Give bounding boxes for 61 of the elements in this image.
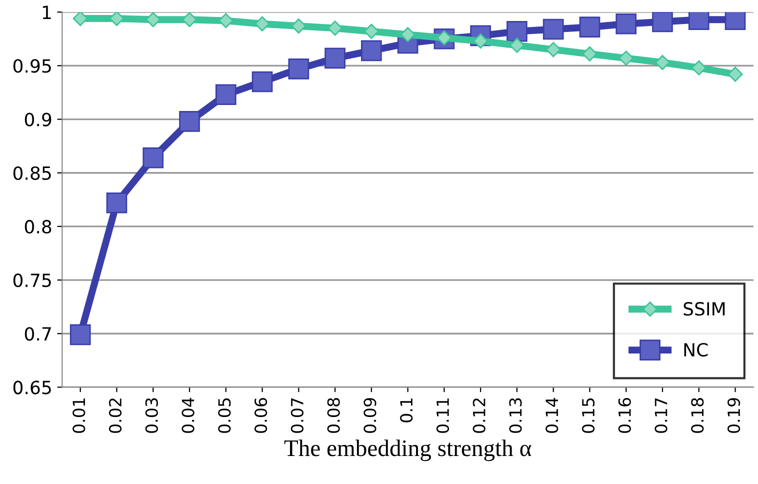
- point: [252, 71, 273, 92]
- point: [70, 324, 91, 346]
- point: [691, 60, 706, 76]
- y-tick-label: 0.75: [13, 273, 51, 288]
- point: [288, 58, 310, 80]
- point: [142, 147, 164, 168]
- point: [218, 13, 234, 28]
- x-tick-label: 0.03: [145, 398, 158, 433]
- point: [509, 38, 525, 53]
- point: [182, 12, 198, 28]
- x-tick-label: 0.18: [691, 398, 704, 433]
- y-tick-label: 1: [42, 6, 51, 19]
- x-tick-label: 0.16: [618, 398, 631, 433]
- x-tick-label: 0.19: [727, 398, 740, 433]
- x-tick-label: 0.06: [254, 398, 268, 433]
- x-tick-label: 0.17: [654, 398, 668, 433]
- y-tick-label: 0.7: [24, 327, 51, 341]
- point: [72, 12, 88, 26]
- point: [616, 13, 637, 34]
- x-tick-label: 0.04: [182, 398, 194, 433]
- x-tick-label: 0.15: [582, 398, 595, 433]
- point: [327, 20, 343, 36]
- point: [364, 24, 379, 39]
- point: [291, 18, 306, 34]
- point: [324, 48, 346, 69]
- y-tick-label: 0.65: [13, 380, 51, 394]
- point: [361, 40, 382, 62]
- x-tick-label: 0.02: [108, 398, 122, 433]
- point: [506, 20, 528, 42]
- point: [179, 111, 200, 132]
- x-tick-label: 0.07: [290, 398, 304, 433]
- x-tick-label: 0.13: [509, 398, 522, 433]
- y-tick-label: 0.8: [24, 220, 52, 234]
- point: [400, 27, 416, 42]
- x-tick-label: 0.11: [436, 398, 450, 433]
- y-tick-label: 0.9: [24, 112, 52, 126]
- x-tick-label: 0.09: [364, 398, 376, 433]
- point: [215, 84, 236, 106]
- x-tick-label: 0.12: [472, 398, 486, 433]
- point: [652, 12, 673, 32]
- y-tick-label: 0.85: [13, 166, 51, 180]
- point: [254, 16, 270, 32]
- x-tick-label: 0.08: [327, 398, 340, 433]
- legend-label: NC: [684, 342, 708, 357]
- point: [618, 50, 634, 66]
- point: [728, 66, 743, 82]
- x-tick-label: 0.1: [400, 398, 413, 422]
- point: [109, 12, 124, 26]
- x-tick-label: 0.14: [546, 398, 558, 433]
- y-tick-label: 0.95: [13, 59, 51, 73]
- point: [106, 192, 128, 214]
- point: [579, 16, 600, 38]
- point: [582, 46, 598, 62]
- x-axis-title: The embedding strength α: [284, 440, 532, 462]
- point: [546, 42, 561, 58]
- x-tick-label: 0.05: [218, 398, 231, 433]
- point: [654, 54, 670, 70]
- x-tick-label: 0.01: [72, 398, 86, 433]
- legend-label: SSIM: [684, 302, 725, 316]
- point: [146, 12, 161, 28]
- point: [542, 18, 564, 40]
